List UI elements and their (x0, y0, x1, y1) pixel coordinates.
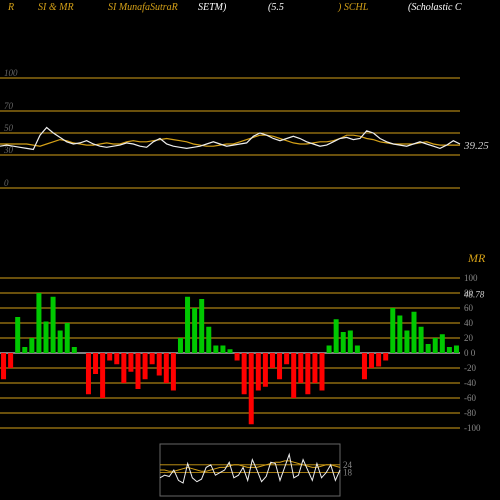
svg-text:0: 0 (4, 178, 9, 188)
mr-bar (93, 353, 98, 374)
svg-text:-80: -80 (464, 408, 476, 418)
mr-bar (362, 353, 367, 379)
svg-text:40: 40 (464, 318, 474, 328)
mr-bar (128, 353, 133, 372)
mr-bar (114, 353, 119, 364)
svg-text:70: 70 (4, 101, 14, 111)
mr-bar (284, 353, 289, 364)
mr-bar (150, 353, 155, 364)
mr-bar (263, 353, 268, 387)
mr-bar (440, 334, 445, 353)
mr-bar (327, 346, 332, 354)
mr-bar (72, 347, 77, 353)
mr-bar (178, 338, 183, 353)
mr-bar (426, 344, 431, 353)
hdr-5: ) SCHL (338, 2, 368, 13)
mr-bar (412, 312, 417, 353)
svg-text:50: 50 (4, 123, 14, 133)
mr-bar (192, 308, 197, 353)
top-line-white (0, 128, 460, 150)
mr-bar (199, 299, 204, 353)
mr-bar (305, 353, 310, 394)
svg-text:60: 60 (464, 303, 474, 313)
hdr-6: (Scholastic C (408, 2, 462, 13)
mr-bar (58, 331, 63, 354)
svg-text:100: 100 (4, 68, 18, 78)
mr-bar (220, 346, 225, 354)
mr-bar (376, 353, 381, 367)
mr-bar (334, 319, 339, 353)
mr-bar (107, 353, 112, 361)
mr-bar (171, 353, 176, 391)
mr-bar (29, 338, 34, 353)
chart-canvas: 100705030039.25MR100806040200 0-20-40-60… (0, 0, 500, 500)
mr-bar (454, 346, 459, 354)
svg-text:39.25: 39.25 (463, 140, 489, 152)
mr-bar (355, 346, 360, 354)
mr-bar (22, 347, 27, 353)
mr-bar (256, 353, 261, 391)
svg-text:MR: MR (467, 251, 486, 265)
svg-text:100: 100 (464, 273, 478, 283)
mr-bar (8, 353, 13, 368)
mr-bar (291, 353, 296, 398)
svg-text:-20: -20 (464, 363, 476, 373)
svg-text:-40: -40 (464, 378, 476, 388)
svg-text:0 0: 0 0 (464, 348, 476, 358)
mr-bar (51, 297, 56, 353)
mr-bar (44, 322, 49, 354)
mr-bar (277, 353, 282, 379)
svg-text:-100: -100 (464, 423, 481, 433)
hdr-4: (5.5 (268, 2, 284, 13)
mr-bar (397, 316, 402, 354)
mr-bar (419, 327, 424, 353)
mr-bar (348, 331, 353, 354)
mr-bar (86, 353, 91, 394)
svg-text:18: 18 (343, 468, 353, 478)
hdr-0: R (8, 2, 14, 13)
mr-bar (136, 353, 141, 389)
mr-bar (228, 349, 233, 353)
mr-bar (433, 338, 438, 353)
mr-bar (242, 353, 247, 394)
mr-bar (206, 327, 211, 353)
mr-bar (320, 353, 325, 391)
mr-bar (270, 353, 275, 368)
mr-bar (312, 353, 317, 383)
svg-text:-60: -60 (464, 393, 476, 403)
mr-bar (298, 353, 303, 383)
svg-text:20: 20 (464, 333, 474, 343)
top-line-orange (0, 135, 460, 146)
mr-bar (143, 353, 148, 379)
svg-text:48.78: 48.78 (464, 290, 485, 300)
mr-bar (235, 353, 240, 361)
mr-bar (100, 353, 105, 398)
mr-bar (249, 353, 254, 424)
mr-bar (157, 353, 162, 376)
mr-bar (383, 353, 388, 361)
mr-bar (164, 353, 169, 383)
mr-bar (15, 317, 20, 353)
mr-bar (404, 331, 409, 354)
hdr-2: SI MunafaSutraR (108, 2, 178, 13)
mr-bar (390, 308, 395, 353)
mr-bar (341, 332, 346, 353)
mr-bar (185, 297, 190, 353)
hdr-1: SI & MR (38, 2, 74, 13)
mr-bar (121, 353, 126, 383)
mr-bar (369, 353, 374, 368)
mr-bar (36, 293, 41, 353)
mr-bar (447, 347, 452, 353)
header-bar: R SI & MR SI MunafaSutraR SETM) (5.5 ) S… (0, 0, 500, 14)
mr-bar (1, 353, 6, 379)
mr-bar (213, 346, 218, 354)
mr-bar (65, 323, 70, 353)
hdr-3: SETM) (198, 2, 226, 13)
